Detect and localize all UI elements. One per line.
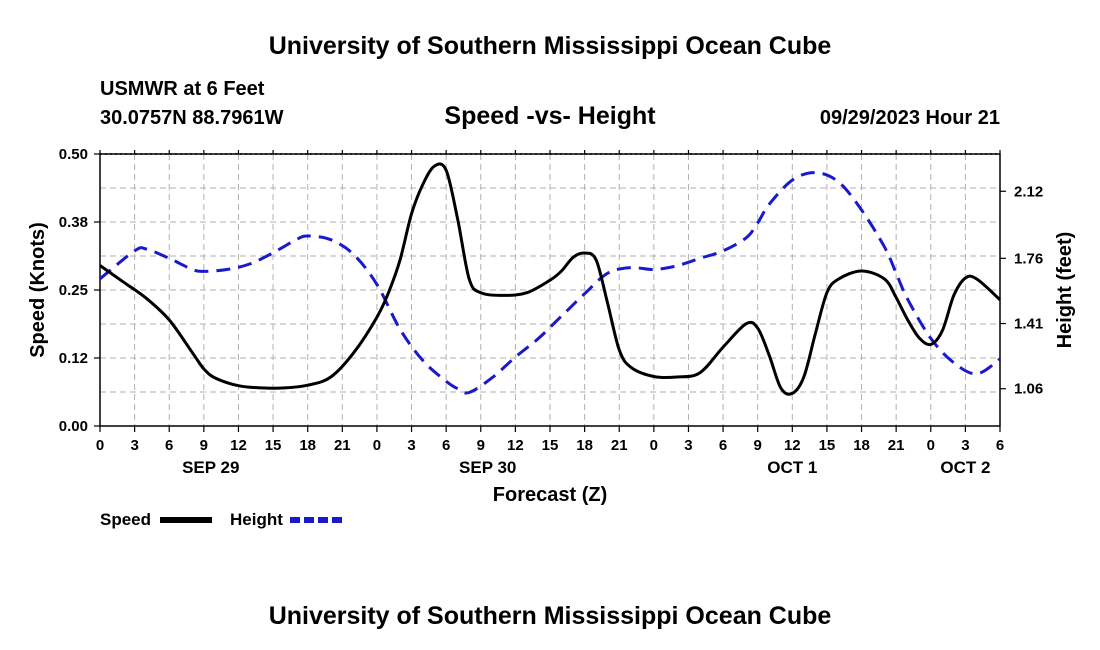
x-tick-label: 18 bbox=[576, 437, 593, 454]
date-label: OCT 1 bbox=[767, 458, 817, 477]
series-lines bbox=[99, 162, 1002, 396]
x-tick-label: 12 bbox=[784, 437, 801, 454]
x-tick-label: 18 bbox=[853, 437, 870, 454]
coordinates-label: 30.0757N 88.7961W bbox=[100, 107, 284, 129]
y2-axis-label: Height (feet) bbox=[1054, 232, 1076, 349]
y-axis-ticks: 0.00 0.12 0.25 0.38 0.50 bbox=[59, 146, 100, 435]
y2-axis-ticks: 1.06 1.41 1.76 2.12 bbox=[1000, 183, 1043, 398]
x-tick-label: 21 bbox=[334, 437, 351, 454]
y-axis-label: Speed (Knots) bbox=[27, 222, 49, 358]
y-tick-label: 0.12 bbox=[59, 350, 88, 367]
x-tick-label: 0 bbox=[96, 437, 104, 454]
x-tick-label: 18 bbox=[299, 437, 316, 454]
legend: Speed Height bbox=[100, 510, 342, 529]
x-tick-label: 0 bbox=[650, 437, 658, 454]
y-tick-label: 0.50 bbox=[59, 146, 88, 163]
y2-tick-label: 1.76 bbox=[1014, 250, 1043, 267]
date-label: OCT 2 bbox=[940, 458, 990, 477]
x-tick-label: 21 bbox=[888, 437, 905, 454]
height-series-line bbox=[99, 171, 1001, 395]
x-tick-label: 6 bbox=[996, 437, 1004, 454]
x-tick-label: 6 bbox=[165, 437, 173, 454]
x-tick-label: 3 bbox=[130, 437, 138, 454]
x-tick-label: 9 bbox=[200, 437, 208, 454]
legend-label-speed: Speed bbox=[100, 510, 151, 529]
speed-series-line bbox=[99, 162, 1002, 396]
legend-label-height: Height bbox=[230, 510, 283, 529]
y2-tick-label: 2.12 bbox=[1014, 183, 1043, 200]
page-title-bottom: University of Southern Mississippi Ocean… bbox=[268, 602, 832, 630]
chart-title: Speed -vs- Height bbox=[444, 102, 656, 130]
x-axis-ticks: 0 3 6 9 12 15 18 21 0 3 6 9 12 15 18 21 0 3 6 9 12 15 18 21 0 3 6 bbox=[96, 150, 1004, 454]
date-label: SEP 30 bbox=[459, 458, 516, 477]
x-tick-label: 0 bbox=[927, 437, 935, 454]
y-tick-label: 0.38 bbox=[59, 214, 88, 231]
x-tick-label: 12 bbox=[230, 437, 247, 454]
x-tick-label: 0 bbox=[373, 437, 381, 454]
station-label: USMWR at 6 Feet bbox=[100, 78, 265, 100]
page-title-top: University of Southern Mississippi Ocean… bbox=[268, 32, 832, 60]
x-tick-label: 3 bbox=[407, 437, 415, 454]
x-tick-label: 15 bbox=[265, 437, 282, 454]
x-tick-label: 3 bbox=[684, 437, 692, 454]
y-tick-label: 0.25 bbox=[59, 282, 88, 299]
date-hour-label: 09/29/2023 Hour 21 bbox=[819, 107, 1000, 129]
x-tick-label: 21 bbox=[611, 437, 628, 454]
x-tick-label: 15 bbox=[542, 437, 559, 454]
x-axis-label: Forecast (Z) bbox=[493, 484, 607, 506]
x-tick-label: 9 bbox=[477, 437, 485, 454]
x-tick-label: 15 bbox=[819, 437, 836, 454]
y2-tick-label: 1.41 bbox=[1014, 316, 1043, 333]
y2-tick-label: 1.06 bbox=[1014, 381, 1043, 398]
x-tick-label: 6 bbox=[719, 437, 727, 454]
x-tick-label: 9 bbox=[754, 437, 762, 454]
date-label: SEP 29 bbox=[182, 458, 239, 477]
x-tick-label: 12 bbox=[507, 437, 524, 454]
x-tick-label: 6 bbox=[442, 437, 450, 454]
x-tick-label: 3 bbox=[961, 437, 969, 454]
y-tick-label: 0.00 bbox=[59, 418, 88, 435]
date-labels: SEP 29 SEP 30 OCT 1 OCT 2 bbox=[182, 458, 990, 477]
